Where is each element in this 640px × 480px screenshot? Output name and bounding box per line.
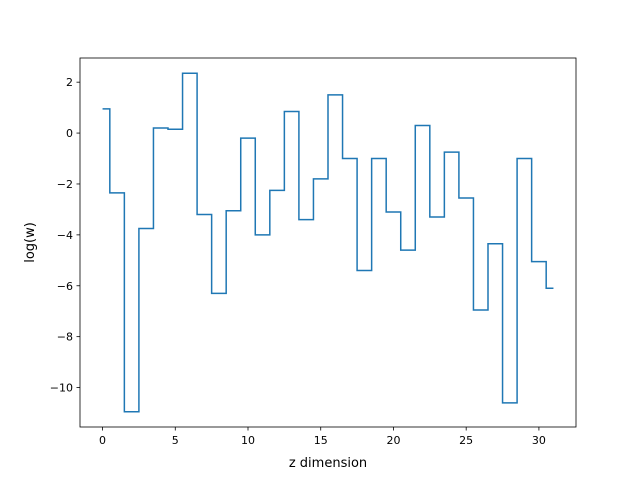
plot-area (79, 57, 577, 428)
y-tick-label: 2 (66, 76, 73, 89)
y-tick-label: −4 (57, 229, 73, 242)
series-line (102, 72, 554, 413)
x-tick-label: 0 (99, 434, 106, 447)
axes-frame (79, 57, 577, 428)
y-tick-label: −8 (57, 331, 73, 344)
y-axis-ticks: 2 0 −2 −4 −6 −8 −10 (50, 76, 80, 395)
x-tick-label: 30 (532, 434, 546, 447)
x-tick-label: 20 (386, 434, 400, 447)
x-tick-label: 5 (172, 434, 179, 447)
y-tick-label: −10 (50, 382, 73, 395)
x-tick-label: 10 (241, 434, 255, 447)
x-tick-label: 15 (314, 434, 328, 447)
x-tick-label: 25 (459, 434, 473, 447)
x-axis-ticks: 0 5 10 15 20 25 30 (99, 427, 546, 447)
y-tick-label: −6 (57, 280, 73, 293)
y-axis-label: log(w) (23, 222, 38, 263)
y-tick-label: −2 (57, 178, 73, 191)
y-tick-label: 0 (66, 127, 73, 140)
x-axis-label: z dimension (289, 456, 367, 471)
